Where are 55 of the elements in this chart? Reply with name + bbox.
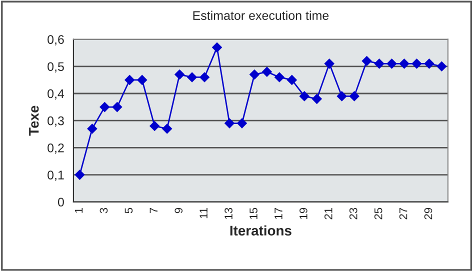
point [362,56,372,66]
x-tick-label: 23 [349,208,358,220]
point [100,102,110,112]
point [386,58,397,69]
y-tick-label: 0,4 [48,89,64,100]
point [399,58,410,69]
y-tick-label: 0,2 [48,143,64,154]
point [112,102,122,112]
x-tick-label: 29 [424,208,432,220]
x-tick-label: 7 [150,208,158,214]
x-axis-title: Iterations [230,225,292,236]
point [200,72,210,82]
x-tick-label: 19 [300,208,308,219]
x-tick-label: 11 [200,208,208,218]
point [124,75,135,85]
x-tick-label: 3 [100,208,108,214]
point [262,66,272,77]
point [336,91,347,102]
point [412,58,422,69]
x-tick-label: 1 [74,208,83,213]
x-tick-label: 5 [124,208,133,214]
y-tick-label: 0,3 [48,116,64,127]
y-tick-label: 0,5 [48,62,64,73]
point [274,72,284,82]
point [312,94,322,104]
point [424,58,434,69]
chart-title: Estimator execution time [193,10,329,20]
point [212,42,222,52]
point [299,91,310,102]
point [349,91,360,102]
point [286,75,297,85]
y-axis-title: Texe [29,106,39,136]
point [224,118,234,128]
point [174,70,185,80]
x-tick-label: 17 [274,208,282,219]
point [87,124,98,134]
point [374,58,384,69]
x-tick-label: 9 [174,208,183,214]
x-tick-label: 13 [224,208,232,219]
x-tick-label: 27 [399,208,408,220]
point [187,72,197,82]
point [436,61,447,72]
point [74,170,85,180]
x-tick-label: 25 [374,208,382,220]
y-tick-label: 0,6 [48,35,64,46]
y-tick-label: 0 [58,198,64,207]
x-tick-label: 21 [324,208,332,220]
point [162,124,172,134]
y-tick-label: 0,1 [48,170,64,181]
point [137,75,148,85]
x-tick-label: 15 [250,208,258,219]
point [250,70,260,80]
point [324,58,334,69]
point [237,118,247,128]
point [150,121,160,131]
